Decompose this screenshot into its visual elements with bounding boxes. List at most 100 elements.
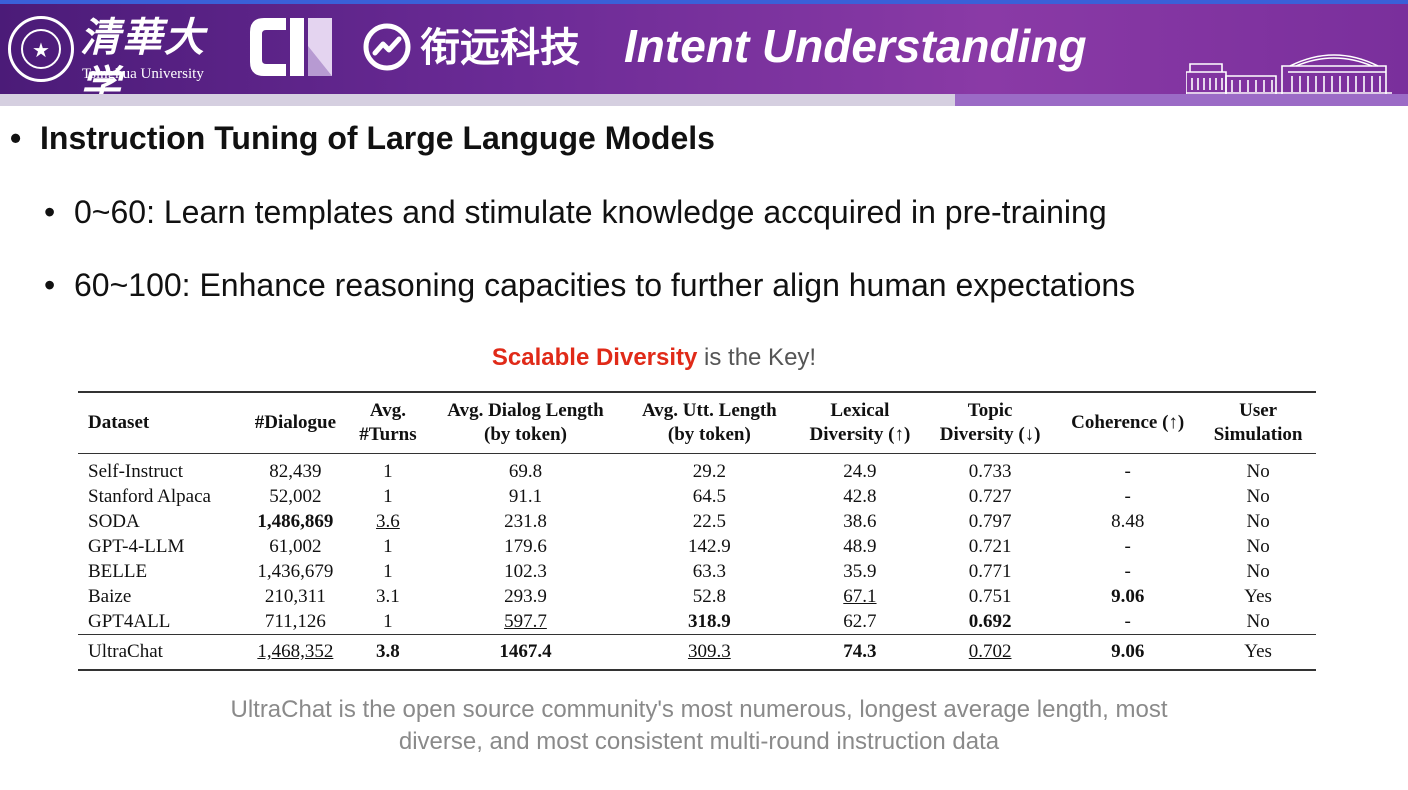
caption-rest: is the Key! xyxy=(697,344,817,371)
cell-turns: 1 xyxy=(383,536,393,557)
cell-dialog-length: 293.9 xyxy=(504,586,547,607)
university-name-en: Tsinghua University xyxy=(82,66,204,82)
cell-user-simulation: No xyxy=(1246,536,1270,557)
cell-dialogue: 1,486,869 xyxy=(257,511,334,532)
header-dataset: Dataset xyxy=(88,412,150,433)
cell-lexical-diversity: 74.3 xyxy=(843,641,877,662)
cell-turns: 1 xyxy=(383,611,393,632)
cell-lexical-diversity: 35.9 xyxy=(843,561,877,582)
table-row: BELLE 1,436,679 1 102.3 63.3 35.9 0.771 … xyxy=(78,559,1316,584)
cell-dataset: GPT-4-LLM xyxy=(88,536,185,557)
table-header-row: Dataset #Dialogue Avg. #Turns Avg. Dialog… xyxy=(78,392,1316,454)
bullet-dot: • xyxy=(44,194,56,230)
cell-topic-diversity: 0.692 xyxy=(968,611,1012,632)
cell-turns: 1 xyxy=(383,461,393,482)
cell-turns: 1 xyxy=(383,486,393,507)
cell-dataset: Baize xyxy=(88,586,132,607)
cell-dialog-length: 91.1 xyxy=(508,486,543,507)
cell-user-simulation: Yes xyxy=(1244,586,1272,607)
header-topic-diversity: Topic Diversity (↓) xyxy=(939,400,1041,445)
banner-divider xyxy=(0,94,1408,106)
cell-coherence: - xyxy=(1124,461,1131,482)
cell-user-simulation: No xyxy=(1246,461,1270,482)
cell-lexical-diversity: 42.8 xyxy=(843,486,877,507)
growth-chart-icon xyxy=(363,23,411,71)
cell-turns: 3.1 xyxy=(376,586,400,607)
table-row: GPT4ALL 711,126 1 597.7 318.9 62.7 0.692… xyxy=(78,609,1316,635)
banner-accent-strip xyxy=(955,94,1408,106)
cell-coherence: 8.48 xyxy=(1111,511,1145,532)
cell-utt-length: 64.5 xyxy=(692,486,726,507)
cell-topic-diversity: 0.733 xyxy=(968,461,1012,482)
cell-dialog-length: 231.8 xyxy=(504,511,547,532)
cell-coherence: - xyxy=(1124,561,1131,582)
sub-bullet-text: 0~60: Learn templates and stimulate know… xyxy=(74,194,1107,230)
bullet-dot: • xyxy=(44,267,56,303)
cell-user-simulation: No xyxy=(1246,611,1270,632)
table-row: GPT-4-LLM 61,002 1 179.6 142.9 48.9 0.72… xyxy=(78,534,1316,559)
header-dialogue: #Dialogue xyxy=(254,412,336,433)
cell-dialog-length: 69.8 xyxy=(508,461,543,482)
banner-top-line xyxy=(0,0,1408,4)
cell-dataset: UltraChat xyxy=(88,641,163,662)
table-caption: Scalable Diversity is the Key! xyxy=(0,340,1308,376)
cell-dialogue: 61,002 xyxy=(269,536,322,557)
cell-user-simulation: Yes xyxy=(1244,641,1272,662)
cell-dialogue: 1,468,352 xyxy=(257,641,334,662)
cell-dataset: Stanford Alpaca xyxy=(88,486,211,507)
cell-topic-diversity: 0.797 xyxy=(968,511,1012,532)
university-logo: 清華大学 Tsinghua University xyxy=(80,14,230,94)
header-user-simulation: User Simulation xyxy=(1213,400,1303,445)
header-banner: ★ 清華大学 Tsinghua University 衔远科技 Intent U… xyxy=(0,0,1408,94)
cell-topic-diversity: 0.727 xyxy=(968,486,1012,507)
cell-utt-length: 142.9 xyxy=(687,536,731,557)
header-utt-length: Avg. Utt. Length (by token) xyxy=(641,400,777,445)
cell-dialog-length: 102.3 xyxy=(504,561,547,582)
tsinghua-seal-icon: ★ xyxy=(8,16,74,82)
cell-dialog-length: 1467.4 xyxy=(499,641,552,662)
company-name: 衔远科技 xyxy=(420,25,580,71)
table-row-ultrachat: UltraChat 1,468,352 3.8 1467.4 309.3 74.… xyxy=(78,634,1316,671)
caption-highlight: Scalable Diversity xyxy=(491,344,698,371)
cell-lexical-diversity: 62.7 xyxy=(843,611,877,632)
cell-utt-length: 318.9 xyxy=(687,611,731,632)
header-turns: Avg. #Turns xyxy=(359,400,417,445)
main-bullet-text: Instruction Tuning of Large Languge Mode… xyxy=(40,120,715,156)
header-lexical-diversity: Lexical Diversity (↑) xyxy=(809,400,911,445)
cell-dialogue: 1,436,679 xyxy=(257,561,334,582)
cell-lexical-diversity: 67.1 xyxy=(843,586,877,607)
cell-utt-length: 309.3 xyxy=(687,641,731,662)
cell-coherence: 9.06 xyxy=(1111,586,1145,607)
cell-topic-diversity: 0.771 xyxy=(968,561,1012,582)
cell-dialogue: 52,002 xyxy=(269,486,322,507)
cell-dialogue: 210,311 xyxy=(264,586,326,607)
bullet-dot: • xyxy=(10,120,22,156)
cell-dataset: GPT4ALL xyxy=(88,611,171,632)
cell-dialog-length: 179.6 xyxy=(504,536,547,557)
cell-dialogue: 82,439 xyxy=(269,461,322,482)
header-dialog-length: Avg. Dialog Length (by token) xyxy=(447,400,604,445)
summary-line-1: UltraChat is the open source community's… xyxy=(230,696,1168,723)
cell-utt-length: 52.8 xyxy=(692,586,726,607)
cell-coherence: 9.06 xyxy=(1111,641,1145,662)
cell-utt-length: 22.5 xyxy=(692,511,726,532)
summary-note: UltraChat is the open source community's… xyxy=(0,694,1398,758)
cell-turns: 3.6 xyxy=(376,511,400,532)
cell-coherence: - xyxy=(1124,536,1131,557)
cell-dataset: Self-Instruct xyxy=(88,461,183,482)
cell-lexical-diversity: 48.9 xyxy=(843,536,877,557)
cell-topic-diversity: 0.702 xyxy=(968,641,1012,662)
table-row: SODA 1,486,869 3.6 231.8 22.5 38.6 0.797… xyxy=(78,509,1316,534)
table-row: Stanford Alpaca 52,002 1 91.1 64.5 42.8 … xyxy=(78,484,1316,509)
cell-utt-length: 29.2 xyxy=(692,461,726,482)
cell-dataset: BELLE xyxy=(88,561,148,582)
slide-title: Intent Understanding xyxy=(624,20,1087,72)
cell-turns: 3.8 xyxy=(376,641,400,662)
cell-dialog-length: 597.7 xyxy=(504,611,547,632)
cell-dataset: SODA xyxy=(88,511,140,532)
cell-user-simulation: No xyxy=(1246,511,1270,532)
sub-bullet-text: 60~100: Enhance reasoning capacities to … xyxy=(74,267,1136,303)
cell-user-simulation: No xyxy=(1246,561,1270,582)
cell-user-simulation: No xyxy=(1246,486,1270,507)
table-row: Baize 210,311 3.1 293.9 52.8 67.1 0.751 … xyxy=(78,584,1316,609)
